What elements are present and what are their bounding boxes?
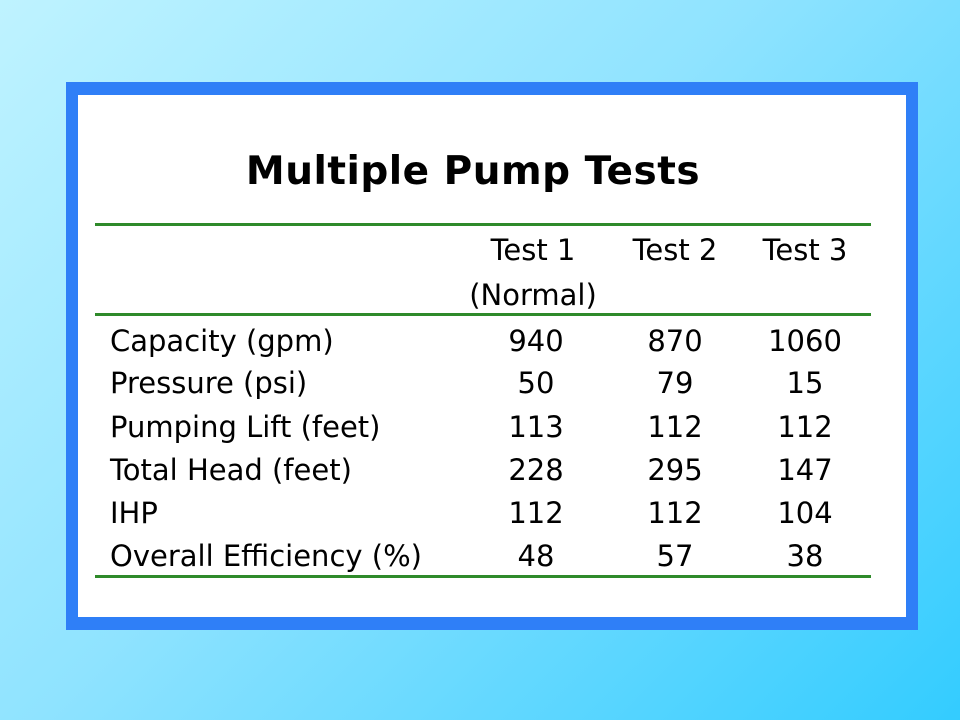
slide-title: Multiple Pump Tests bbox=[245, 149, 701, 194]
table-header-rule bbox=[95, 313, 871, 316]
slide-panel bbox=[78, 95, 906, 617]
cell-pressure-test-1: 50 bbox=[517, 366, 555, 400]
cell-ihp-test-2: 112 bbox=[647, 496, 703, 530]
cell-pressure-test-2: 79 bbox=[656, 366, 694, 400]
cell-overall-efficiency-test-1: 48 bbox=[517, 539, 555, 573]
column-header-test-1-note: (Normal) bbox=[469, 278, 597, 312]
cell-pressure-test-3: 15 bbox=[786, 366, 824, 400]
cell-pumping-lift-test-1: 113 bbox=[508, 410, 564, 444]
row-label-capacity: Capacity (gpm) bbox=[110, 324, 334, 358]
cell-pumping-lift-test-2: 112 bbox=[647, 410, 703, 444]
table-bottom-rule bbox=[95, 575, 871, 578]
row-label-pressure: Pressure (psi) bbox=[110, 366, 308, 400]
cell-total-head-test-1: 228 bbox=[508, 453, 564, 487]
row-label-total-head: Total Head (feet) bbox=[110, 453, 352, 487]
cell-capacity-test-1: 940 bbox=[508, 324, 564, 358]
column-header-test-2: Test 2 bbox=[632, 233, 718, 267]
column-header-test-3: Test 3 bbox=[762, 233, 848, 267]
cell-capacity-test-3: 1060 bbox=[768, 324, 842, 358]
cell-overall-efficiency-test-2: 57 bbox=[656, 539, 694, 573]
row-label-pumping-lift: Pumping Lift (feet) bbox=[110, 410, 381, 444]
cell-capacity-test-2: 870 bbox=[647, 324, 703, 358]
cell-overall-efficiency-test-3: 38 bbox=[786, 539, 824, 573]
row-label-overall-efficiency: Overall Efficiency (%) bbox=[110, 539, 422, 573]
row-label-ihp: IHP bbox=[110, 496, 158, 530]
cell-ihp-test-3: 104 bbox=[777, 496, 833, 530]
column-header-test-1: Test 1 bbox=[490, 233, 576, 267]
cell-total-head-test-3: 147 bbox=[777, 453, 833, 487]
cell-ihp-test-1: 112 bbox=[508, 496, 564, 530]
cell-pumping-lift-test-3: 112 bbox=[777, 410, 833, 444]
cell-total-head-test-2: 295 bbox=[647, 453, 703, 487]
table-top-rule bbox=[95, 223, 871, 226]
